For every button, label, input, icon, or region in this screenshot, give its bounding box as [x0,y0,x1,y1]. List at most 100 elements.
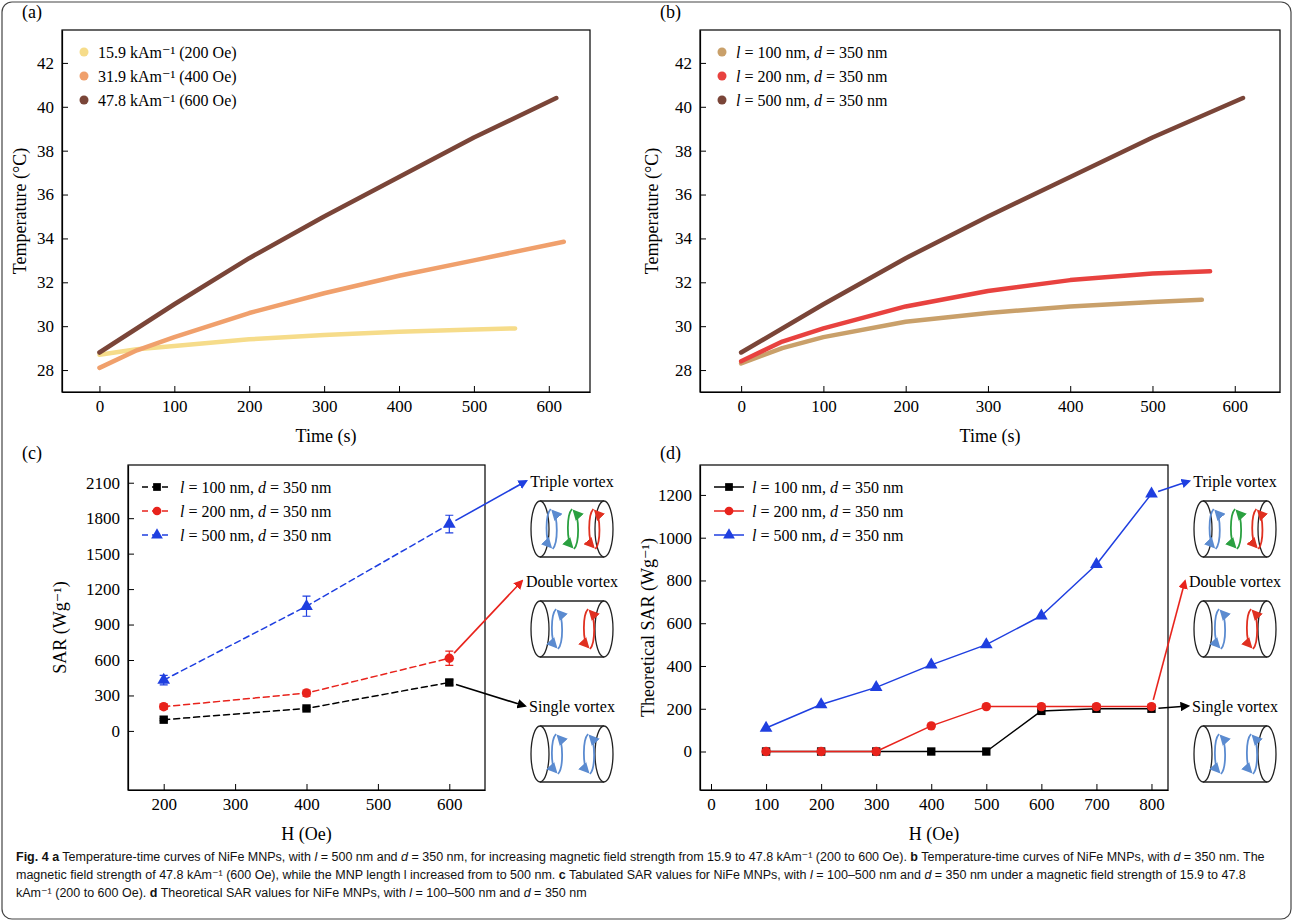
tick-mark [700,282,706,283]
panel: 01002003004005006002830323436384042Time … [10,2,590,447]
series-line [164,658,450,706]
panel-label: (a) [22,2,42,23]
marker [445,678,453,686]
x-axis: 0100200300400500600 [701,386,1281,416]
vortex-arrow [1221,611,1225,649]
plot-frame [700,30,1280,392]
tick: 1200 [86,580,134,599]
cylinder-end [595,601,613,657]
tick-mark [174,386,175,392]
text-run: = 500 nm, [740,92,813,109]
tick-label: 600 [667,614,693,633]
tick-mark [876,784,877,790]
tick-label: 200 [809,795,835,814]
legend-entry: l = 500 nm, d = 350 nm [718,92,888,109]
tick-mark [62,151,68,152]
tick-mark [99,386,100,392]
tick-label: 900 [95,615,121,634]
vortex-arrow [553,511,557,549]
tick-mark [823,386,824,392]
tick: 200 [893,386,919,416]
cylinder-end [1258,501,1276,557]
tick-mark [700,370,706,371]
y-axis-title: SAR (Wg⁻¹) [50,581,71,673]
x-axis: 0100200300400500600 [63,386,591,416]
vortex-diagram [531,501,613,557]
y-axis: 2830323436384042 [675,31,706,393]
tick-label: 0 [96,397,105,416]
text-run: = 100 nm, [184,479,257,496]
tick: 1500 [86,545,134,564]
tick-mark [62,282,68,283]
legend-marker [151,528,163,538]
legend-marker [723,528,735,538]
legend-entry: l = 100 nm, d = 350 nm [714,479,904,496]
data-layer [741,98,1243,363]
series-line [766,707,1151,752]
tick-mark [700,623,706,624]
series-line [741,98,1243,352]
text-run: = 100–500 nm and [813,868,925,882]
vortex-arrow [568,509,572,547]
tick-label: 400 [294,795,320,814]
tick-label: 32 [675,273,692,292]
text-run: = 100–500 nm and [412,886,524,900]
vortex-arrow [1258,511,1262,549]
tick: 32 [675,273,706,292]
tick-label: 38 [37,142,54,161]
tick: 900 [95,615,135,634]
series-line [164,682,450,719]
figure: 01002003004005006002830323436384042Time … [0,0,1293,921]
marker [815,697,828,708]
tick-mark [1041,784,1042,790]
panel: 2003004005006000300600900120015001800210… [22,443,618,845]
tick: 600 [667,614,707,633]
tick-mark [128,554,134,555]
caption-letter: a [52,850,59,864]
caption: Fig. 4 a Temperature-time curves of NiFe… [16,848,1278,902]
y-axis-title: Theoretical SAR (Wg⁻¹) [638,538,659,717]
tick-label: 700 [1084,795,1110,814]
tick-mark [821,784,822,790]
tick-mark [235,784,236,790]
vortex-arrow [1210,509,1214,547]
vortex-arrow [558,736,562,774]
tick-mark [549,386,550,392]
tick-label: 300 [976,397,1002,416]
tick: 600 [537,386,563,416]
marker [302,704,310,712]
legend-entry: l = 200 nm, d = 350 nm [714,503,904,520]
y-axis-title: Temperature (°C) [642,148,663,274]
tick: 500 [1140,386,1166,416]
tick-label: 2100 [86,474,120,493]
tick-label: 300 [864,795,890,814]
text-run: = 500 nm, [756,527,829,544]
cylinder-end [1194,726,1212,782]
marker [871,747,880,756]
marker [927,747,935,755]
tick: 0 [684,742,707,761]
tick-mark [700,107,706,108]
tick: 42 [675,54,706,73]
error-bar [445,651,453,665]
vortex-diagram [1194,501,1276,557]
axis-line [701,392,1281,393]
tick-label: 32 [37,273,54,292]
tick-label: 100 [811,397,837,416]
tick-mark [399,386,400,392]
tick-mark [128,483,134,484]
tick-mark [62,107,68,108]
tick-label: 200 [237,397,263,416]
legend-label: l = 100 nm, d = 350 nm [752,479,904,496]
tick: 34 [37,229,68,248]
x-axis-title: H (Oe) [909,824,959,845]
error-bar-line [445,651,453,665]
legend-entry: l = 100 nm, d = 350 nm [142,479,332,496]
tick-mark [1152,386,1153,392]
tick-mark [324,386,325,392]
tick-label: 500 [1140,397,1166,416]
vortex-diagram [1194,726,1276,782]
tick-label: 1200 [658,486,692,505]
annotation: Single vortex [1192,698,1278,716]
tick-label: 600 [537,397,563,416]
